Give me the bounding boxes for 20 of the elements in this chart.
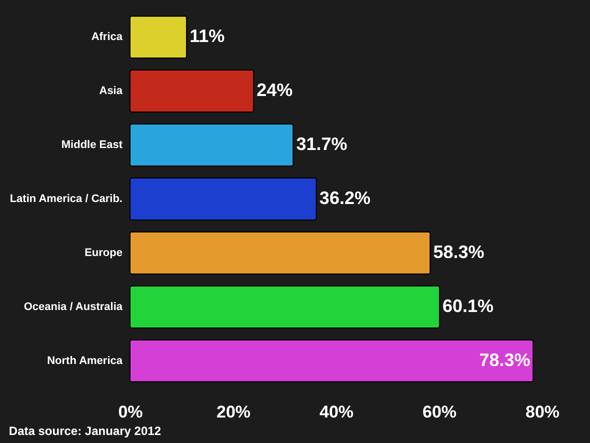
y-tick-label: Latin America / Carib. [10, 193, 122, 205]
x-tick-label: 80% [525, 402, 560, 422]
x-tick-label: 40% [319, 402, 354, 422]
data-label: 24% [256, 80, 293, 100]
data-label: 36.2% [319, 188, 370, 208]
y-tick-label: Asia [99, 85, 124, 98]
y-tick-label: Africa [91, 31, 124, 44]
data-label: 31.7% [296, 134, 348, 154]
y-tick-label: Europe [84, 246, 122, 259]
x-tick-label: 0% [118, 402, 143, 422]
y-tick-label: North America [47, 354, 124, 367]
x-tick-label: 60% [422, 402, 457, 422]
data-label: 78.3% [479, 350, 530, 370]
data-label: 60.1% [442, 296, 494, 316]
data-label: 58.3% [433, 242, 484, 262]
source-note: Data source: January 2012 [8, 424, 162, 438]
y-tick-label: Oceania / Australia [24, 300, 124, 313]
x-tick-label: 20% [216, 402, 251, 422]
y-tick-label: Middle East [61, 139, 123, 152]
data-label: 11% [190, 26, 225, 46]
